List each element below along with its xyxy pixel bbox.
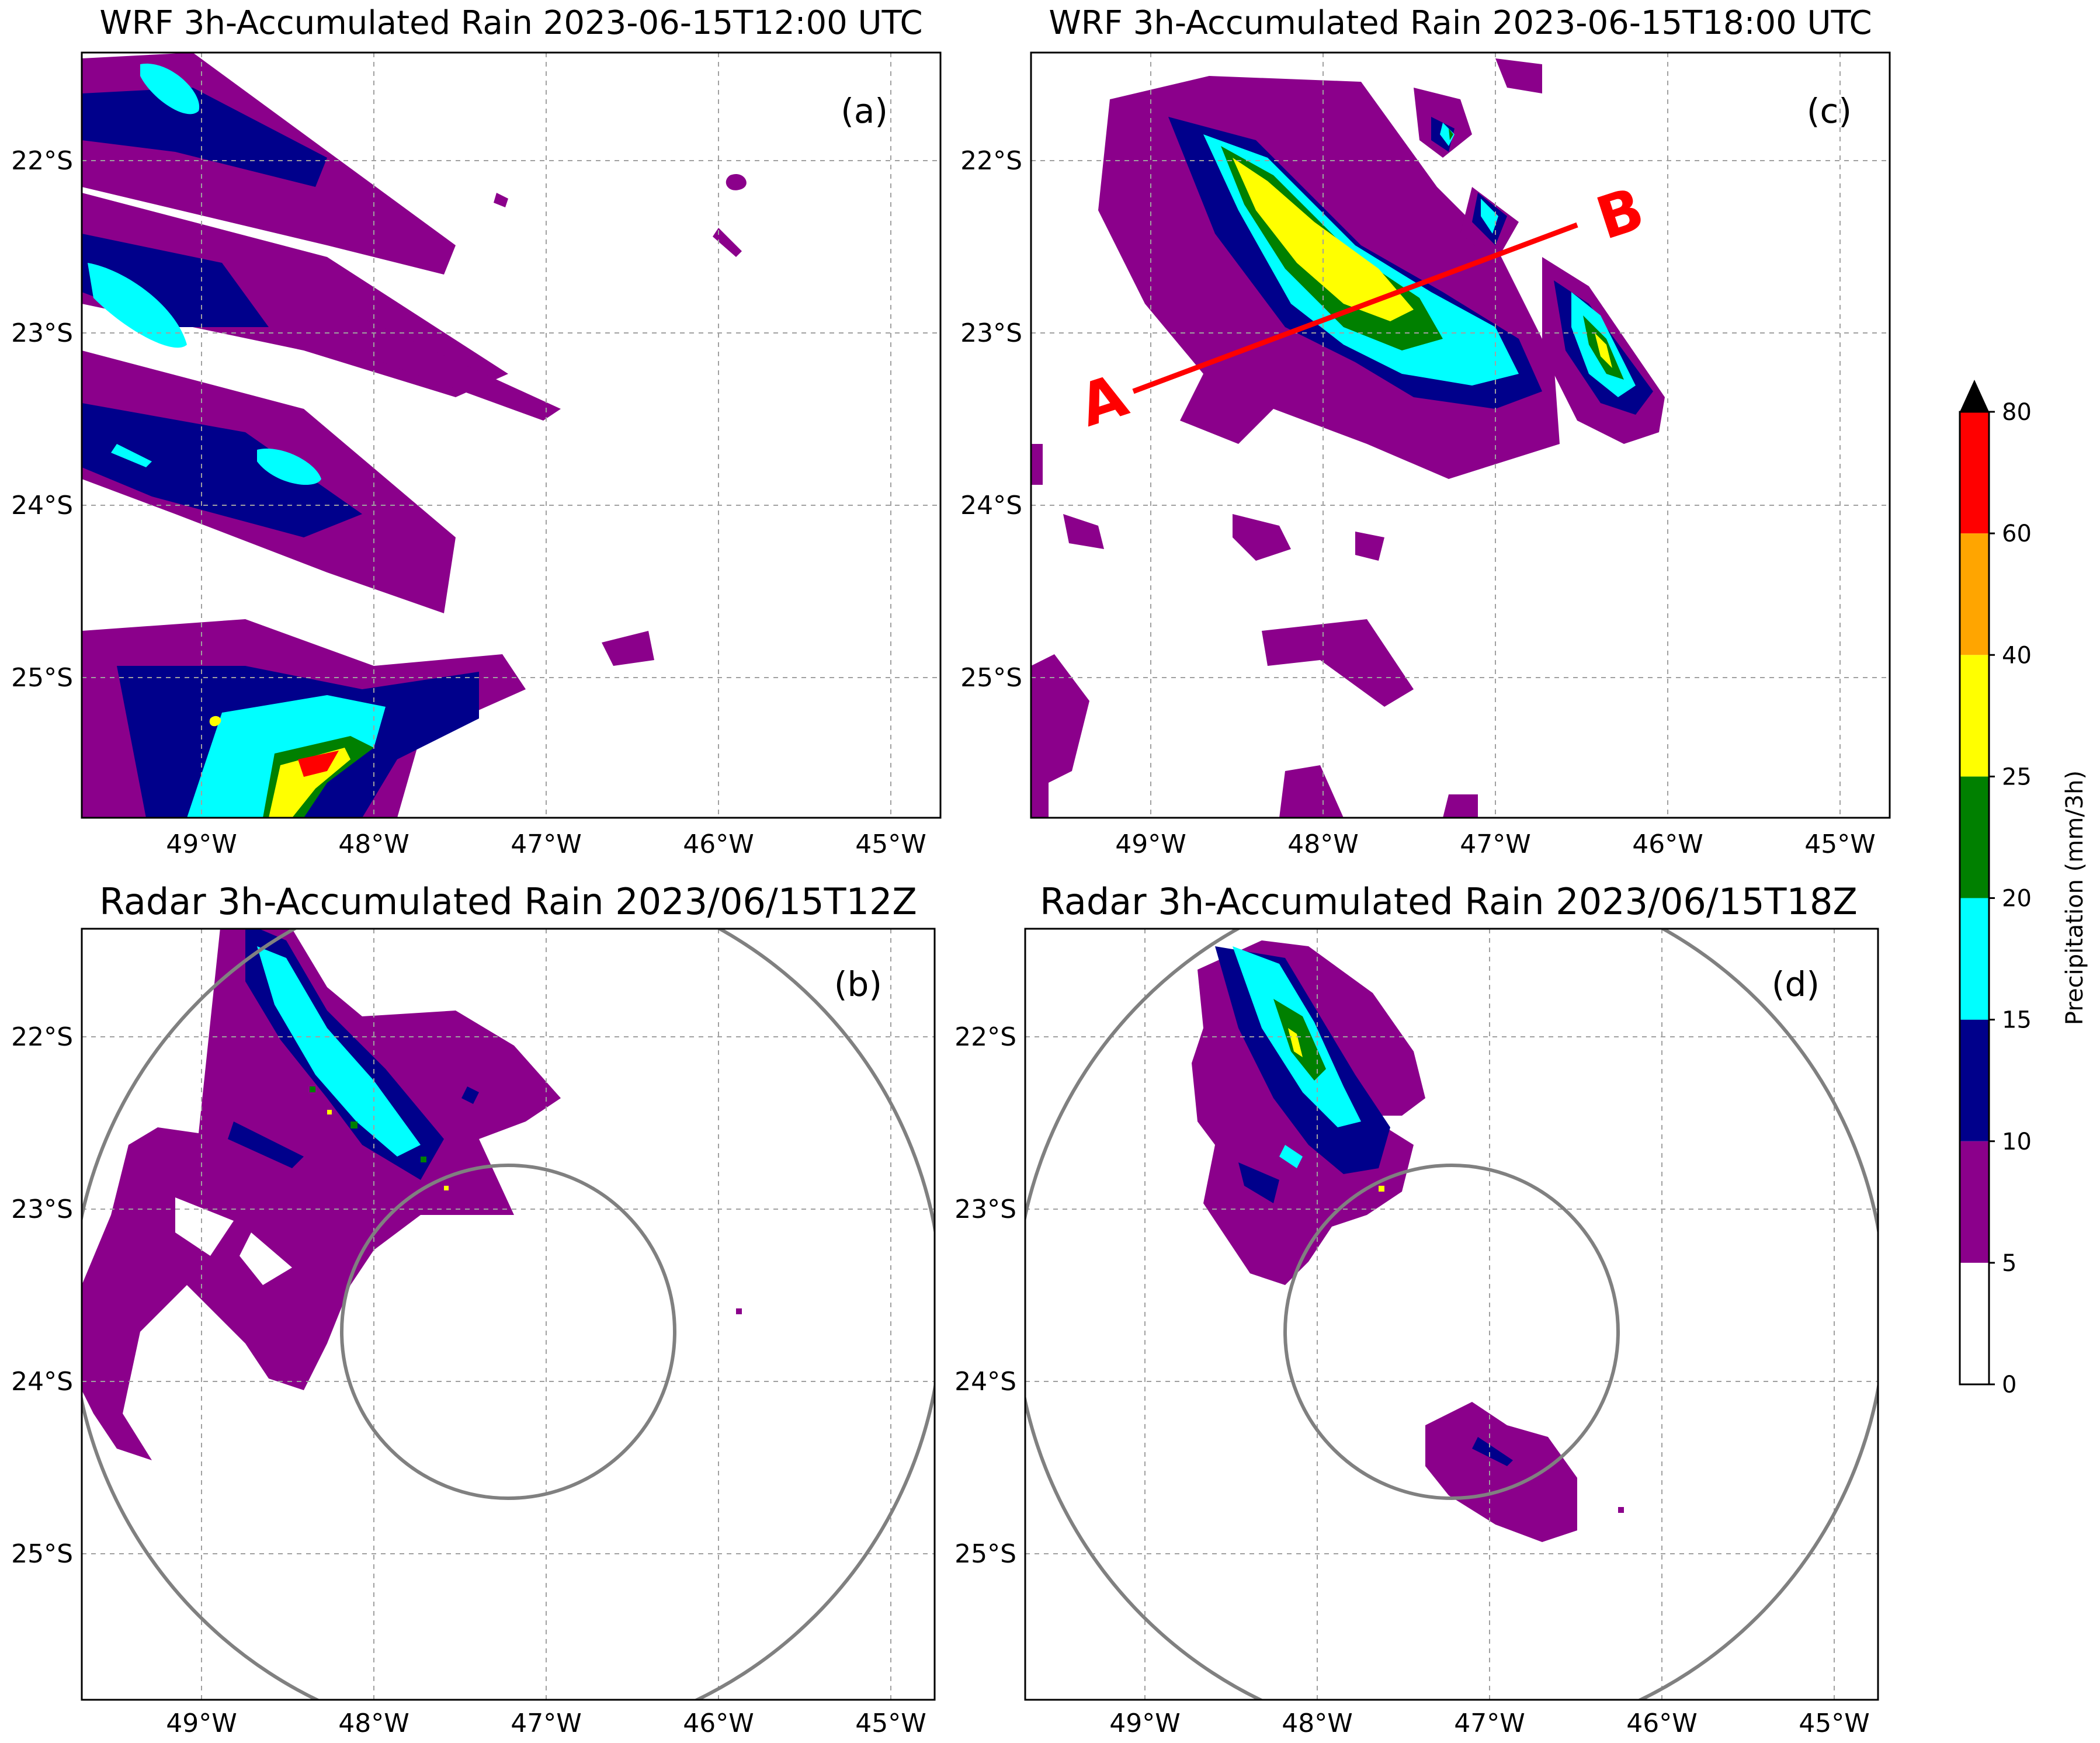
svg-text:25°S: 25°S	[11, 663, 73, 693]
svg-text:22°S: 22°S	[960, 146, 1022, 176]
map-frame	[1030, 51, 1891, 819]
colorbar-tick-label: 80	[2002, 399, 2032, 426]
svg-text:48°W: 48°W	[338, 1709, 409, 1738]
colorbar-tick-label: 0	[2002, 1372, 2016, 1398]
colorbar-extend-arrow	[1960, 380, 1989, 412]
colorbar-segment	[1960, 1262, 1989, 1384]
colorbar-tick-label: 10	[2002, 1129, 2032, 1155]
lon-tick-labels: 49°W 48°W 47°W 46°W 45°W	[1109, 1709, 1870, 1738]
panel-label: (b)	[834, 964, 882, 1004]
colorbar-tick-label: 25	[2002, 763, 2032, 790]
colorbar-segment	[1960, 776, 1989, 898]
svg-text:25°S: 25°S	[954, 1539, 1016, 1569]
svg-text:22°S: 22°S	[954, 1022, 1016, 1052]
gridlines	[1025, 929, 1878, 1700]
panel-label: (a)	[841, 91, 888, 131]
svg-text:49°W: 49°W	[1115, 829, 1186, 859]
precip-field	[1025, 929, 1878, 1700]
colorbar-segment	[1960, 1019, 1989, 1141]
svg-text:45°W: 45°W	[1799, 1709, 1870, 1738]
colorbar-label: Precipitation (mm/3h)	[2061, 770, 2088, 1025]
svg-text:49°W: 49°W	[1109, 1709, 1181, 1738]
lat-tick-labels: 22°S 23°S 24°S 25°S	[954, 1022, 1016, 1569]
colorbar-tick-label: 15	[2002, 1007, 2032, 1034]
svg-text:48°W: 48°W	[1282, 1709, 1353, 1738]
precip-field	[1031, 53, 1890, 818]
svg-text:45°W: 45°W	[855, 829, 926, 859]
colorbar-tick-label: 60	[2002, 520, 2032, 547]
panel-title: Radar 3h-Accumulated Rain 2023/06/15T12Z	[99, 880, 917, 923]
svg-text:48°W: 48°W	[1287, 829, 1359, 859]
svg-text:22°S: 22°S	[11, 1022, 73, 1052]
svg-text:48°W: 48°W	[338, 829, 409, 859]
svg-text:25°S: 25°S	[11, 1539, 73, 1569]
svg-text:23°S: 23°S	[11, 1195, 73, 1224]
svg-text:47°W: 47°W	[511, 1709, 582, 1738]
lon-tick-labels: 49°W 48°W 47°W 46°W 45°W	[166, 829, 926, 859]
colorbar: 0 5 10 15 20 25 40 60 80 Precipitation (mm/3h)	[1959, 380, 2088, 1398]
colorbar-segments	[1960, 412, 1989, 1384]
svg-text:24°S: 24°S	[954, 1367, 1016, 1397]
svg-text:47°W: 47°W	[511, 829, 582, 859]
svg-text:25°S: 25°S	[960, 663, 1022, 693]
lat-tick-labels: 22°S 23°S 24°S 25°S	[11, 146, 73, 693]
svg-text:24°S: 24°S	[11, 491, 73, 520]
svg-text:47°W: 47°W	[1454, 1709, 1525, 1738]
panel-b: Radar 3h-Accumulated Rain 2023/06/15T12Z	[11, 880, 936, 1738]
panel-label: (d)	[1772, 964, 1820, 1004]
svg-text:46°W: 46°W	[1632, 829, 1703, 859]
lon-tick-labels: 49°W 48°W 47°W 46°W 45°W	[1115, 829, 1876, 859]
svg-text:47°W: 47°W	[1460, 829, 1531, 859]
panel-title: WRF 3h-Accumulated Rain 2023-06-15T18:00…	[1049, 4, 1872, 42]
precip-field	[82, 53, 940, 818]
svg-text:45°W: 45°W	[855, 1709, 926, 1738]
svg-text:24°S: 24°S	[960, 491, 1022, 520]
svg-text:23°S: 23°S	[954, 1195, 1016, 1224]
panel-title: WRF 3h-Accumulated Rain 2023-06-15T12:00…	[99, 4, 922, 42]
gridlines	[82, 929, 935, 1700]
svg-text:46°W: 46°W	[1626, 1709, 1698, 1738]
colorbar-segment	[1960, 533, 1989, 655]
panel-c: WRF 3h-Accumulated Rain 2023-06-15T18:00…	[960, 4, 1891, 859]
colorbar-segment	[1960, 898, 1989, 1020]
map-frame	[81, 928, 936, 1701]
colorbar-segment	[1960, 412, 1989, 534]
panel-d: Radar 3h-Accumulated Rain 2023/06/15T18Z	[954, 880, 1879, 1738]
svg-text:46°W: 46°W	[683, 829, 754, 859]
radar-range-ring-inner	[340, 1164, 676, 1500]
panel-title: Radar 3h-Accumulated Rain 2023/06/15T18Z	[1040, 880, 1858, 923]
svg-text:23°S: 23°S	[11, 318, 73, 348]
svg-text:49°W: 49°W	[166, 829, 237, 859]
panel-label: (c)	[1807, 91, 1852, 131]
svg-text:23°S: 23°S	[960, 318, 1022, 348]
lat-tick-labels: 22°S 23°S 24°S 25°S	[11, 1022, 73, 1569]
gridlines	[82, 53, 940, 818]
radar-range-ring-inner	[1283, 1164, 1620, 1500]
panel-a: WRF 3h-Accumulated Rain 2023-06-15T12:00…	[11, 4, 942, 859]
colorbar-tick-label: 40	[2002, 642, 2032, 669]
svg-text:22°S: 22°S	[11, 146, 73, 176]
map-frame	[81, 51, 942, 819]
cross-section-line	[1132, 222, 1578, 394]
colorbar-segment	[1960, 1141, 1989, 1263]
precip-field	[82, 929, 935, 1700]
colorbar-segment	[1960, 655, 1989, 777]
svg-text:46°W: 46°W	[683, 1709, 754, 1738]
map-frame	[1024, 928, 1879, 1701]
svg-text:45°W: 45°W	[1804, 829, 1876, 859]
svg-text:49°W: 49°W	[166, 1709, 237, 1738]
lon-tick-labels: 49°W 48°W 47°W 46°W 45°W	[166, 1709, 926, 1738]
colorbar-tick-label: 5	[2002, 1250, 2016, 1277]
gridlines	[1031, 53, 1890, 818]
lat-tick-labels: 22°S 23°S 24°S 25°S	[960, 146, 1022, 693]
svg-text:24°S: 24°S	[11, 1367, 73, 1397]
colorbar-tick-labels: 0 5 10 15 20 25 40 60 80	[1989, 399, 2032, 1398]
colorbar-tick-label: 20	[2002, 886, 2032, 912]
